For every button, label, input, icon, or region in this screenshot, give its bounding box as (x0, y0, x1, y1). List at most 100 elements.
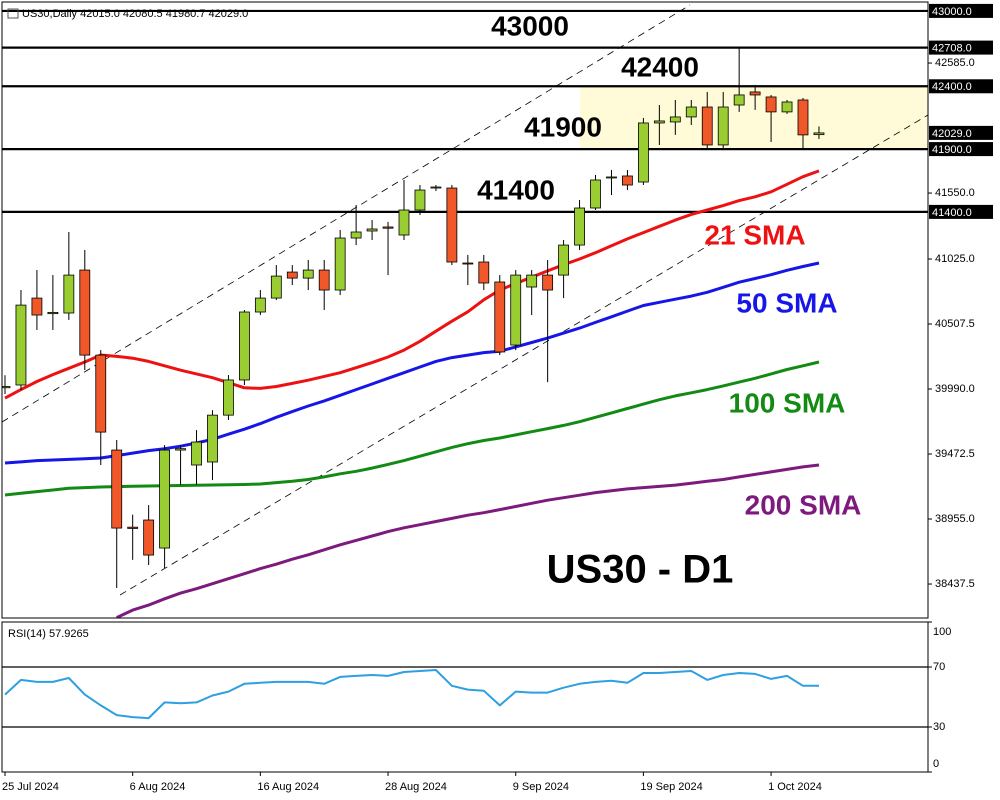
sma-label: 100 SMA (729, 387, 846, 418)
x-tick-label: 28 Aug 2024 (385, 781, 447, 793)
last-price-tag (929, 125, 993, 140)
candle-body (446, 187, 458, 263)
candle-body (207, 414, 218, 463)
candle-body (717, 106, 729, 146)
candle-body (31, 297, 43, 316)
candle-body (398, 209, 410, 236)
candle-body (622, 175, 633, 186)
price-pane (2, 4, 928, 618)
candle-body (749, 91, 761, 96)
candle-body (270, 275, 282, 299)
candle-body (286, 271, 298, 279)
level-tag-label: 43000.0 (932, 6, 972, 18)
x-tick-label: 6 Aug 2024 (130, 781, 186, 793)
level-tag-label: 41400.0 (932, 207, 972, 219)
y-tick-label: 38955.0 (935, 513, 975, 525)
level-tag-label: 41900.0 (932, 144, 972, 156)
candle-body (430, 186, 442, 189)
channel-line (119, 114, 928, 596)
candle-body (606, 176, 617, 179)
rsi-line (4, 669, 819, 720)
level-annotation: 42400 (621, 51, 699, 82)
candle-body (143, 519, 155, 556)
y-tick-label: 30 (933, 721, 945, 733)
candle-body (765, 96, 777, 113)
candle-body (254, 297, 266, 313)
sma-line (4, 360, 820, 497)
chart-annotation: US30 - D1 (547, 548, 734, 592)
window-icon (7, 8, 19, 19)
candle-body (334, 237, 346, 291)
x-tick-label: 19 Sep 2024 (640, 781, 702, 793)
x-tick-label: 9 Sep 2024 (513, 781, 569, 793)
y-tick-label: 42585.0 (935, 57, 975, 69)
candle-body (318, 269, 330, 291)
candle-body (79, 269, 91, 356)
y-tick-label: 40507.5 (935, 318, 975, 330)
candle-body (366, 228, 378, 232)
candle-body (191, 441, 202, 466)
chart-title: US30,Daily 42015.0 42080.5 41980.7 42029… (22, 8, 248, 20)
x-tick-label: 25 Jul 2024 (2, 781, 59, 793)
candle-body (638, 122, 649, 183)
sma-label: 50 SMA (736, 287, 837, 318)
candle-body (111, 449, 123, 529)
rsi-pane (2, 666, 928, 728)
candle-body (542, 274, 554, 291)
y-tick-label: 70 (933, 661, 945, 673)
candle-body (797, 99, 809, 136)
candle-body (414, 189, 426, 211)
candle-body (590, 179, 601, 209)
y-tick-label: 100 (933, 626, 951, 638)
sma-label: 200 SMA (745, 489, 862, 520)
x-tick-label: 1 Oct 2024 (768, 781, 822, 793)
level-annotation: 41400 (477, 174, 555, 205)
candle-body (223, 379, 234, 416)
y-tick-label: 0 (933, 758, 939, 770)
candle-body (350, 231, 362, 239)
last-price-label: 42029.0 (932, 128, 972, 140)
rsi-frame (1, 621, 929, 773)
candle-body (813, 132, 825, 136)
zone (580, 86, 928, 150)
candle-body (175, 448, 186, 451)
candle-body (781, 101, 793, 113)
candle-body (462, 262, 474, 265)
level-tag-label: 42400.0 (932, 81, 972, 93)
candle-body (63, 274, 75, 314)
candle-body (558, 244, 569, 276)
level-annotation: 43000 (491, 10, 569, 41)
y-tick-label: 38437.5 (935, 578, 975, 590)
candle-body (478, 261, 490, 284)
candle-body (653, 120, 665, 124)
candle-body (510, 274, 522, 346)
overlay: 43000.0 42708.0 42400.0 41900.0 41400.0 38437… (2, 3, 993, 793)
level-tag (929, 142, 993, 157)
x-tick-label: 16 Aug 2024 (257, 781, 319, 793)
y-tick-label: 41025.0 (935, 253, 975, 265)
channel-line (2, 4, 691, 423)
candle-body (526, 274, 538, 288)
candle-body (238, 311, 250, 381)
y-tick-label: 39990.0 (935, 383, 975, 395)
sma-line (4, 169, 820, 400)
sma-line (4, 261, 820, 465)
candle-body (733, 94, 745, 106)
candle-body (159, 449, 171, 549)
candle-body (15, 304, 27, 386)
y-tick-label: 41550.0 (935, 187, 975, 199)
candle-body (47, 311, 59, 315)
level-tag (929, 204, 993, 219)
candle-body (574, 207, 585, 246)
candle-body (127, 526, 139, 529)
candle-body (685, 106, 697, 118)
sma-line (116, 463, 820, 618)
candle-body (494, 281, 506, 353)
y-tick-label: 39472.5 (935, 448, 975, 460)
rsi-title: RSI(14) 57.9265 (8, 628, 89, 640)
level-tag-label: 42708.0 (932, 43, 972, 55)
price-frame (1, 1, 929, 619)
level-tag (929, 3, 993, 18)
level-annotation: 41900 (524, 111, 602, 142)
